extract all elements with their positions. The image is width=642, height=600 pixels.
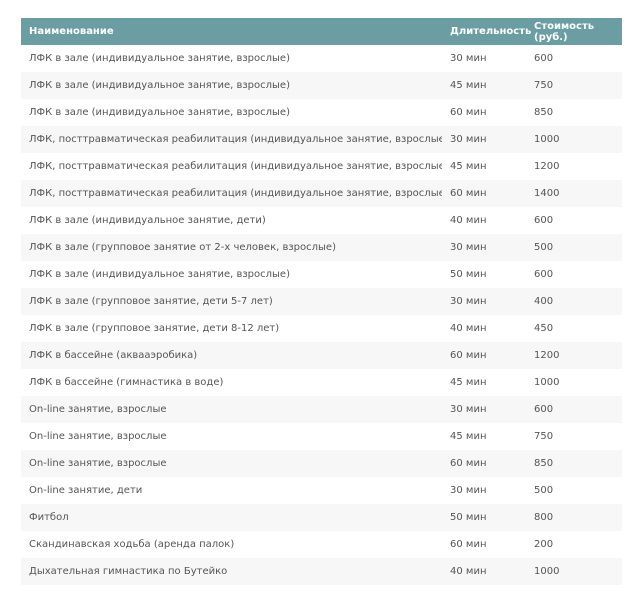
table-row: Дыхательная гимнастика по Бутейко 40 мин 1… bbox=[21, 558, 622, 585]
table-cell: Дыхательная гимнастика по Бутейко bbox=[21, 558, 442, 585]
table-row: Скандинавская ходьба (аренда палок) 60 ми… bbox=[21, 531, 622, 558]
table-cell: 1000 bbox=[534, 377, 560, 388]
table-cell: On-line занятие, взрослые bbox=[21, 450, 442, 477]
table-cell: 600 bbox=[526, 396, 622, 423]
table-cell: 40 мин bbox=[450, 215, 487, 226]
table-cell: ЛФК в бассейне (гимнастика в воде) bbox=[29, 377, 224, 388]
table-cell: On-line занятие, дети bbox=[29, 485, 143, 496]
table-cell: 50 мин bbox=[450, 269, 487, 280]
table-row: ЛФК в зале (групповое занятие от 2-х чел… bbox=[21, 234, 622, 261]
table-cell: 850 bbox=[526, 450, 622, 477]
price-table: Наименование Длительность Стоимость (руб.)… bbox=[21, 18, 622, 585]
table-cell: 30 мин bbox=[450, 53, 487, 64]
table-cell: ЛФК в зале (индивидуальное занятие, взро… bbox=[29, 53, 290, 64]
table-row: ЛФК в зале (индивидуальное занятие, взро… bbox=[21, 72, 622, 99]
table-row: ЛФК, посттравматическая реабилитация (ин… bbox=[21, 126, 622, 153]
table-cell: 30 мин bbox=[442, 234, 526, 261]
table-cell: 850 bbox=[534, 107, 554, 118]
table-cell: ЛФК, посттравматическая реабилитация (ин… bbox=[21, 126, 442, 153]
table-cell: 600 bbox=[534, 53, 554, 64]
header-row: Наименование Длительность Стоимость (руб.) bbox=[21, 18, 622, 45]
table-row: ЛФК в бассейне (аквааэробика) 60 мин 1200 bbox=[21, 342, 622, 369]
table-row: On-line занятие, взрослые 30 мин 600 bbox=[21, 396, 622, 423]
table-cell: ЛФК в зале (индивидуальное занятие, взро… bbox=[21, 72, 442, 99]
table-cell: 30 мин bbox=[450, 485, 487, 496]
table-cell: 200 bbox=[534, 539, 554, 550]
table-cell: 600 bbox=[534, 215, 554, 226]
table-cell: 45 мин bbox=[442, 72, 526, 99]
table-cell: ЛФК в зале (индивидуальное занятие, взро… bbox=[29, 269, 290, 280]
table-row: On-line занятие, взрослые 60 мин 850 bbox=[21, 450, 622, 477]
table-row: ЛФК, посттравматическая реабилитация (ин… bbox=[21, 180, 622, 207]
table-cell: ЛФК, посттравматическая реабилитация (ин… bbox=[21, 180, 442, 207]
table-cell: 750 bbox=[526, 72, 622, 99]
table-row: On-line занятие, дети 30 мин 500 bbox=[21, 477, 622, 504]
table-cell: 45 мин bbox=[450, 377, 487, 388]
table-row: ЛФК в зале (индивидуальное занятие, взро… bbox=[21, 99, 622, 126]
table-body: ЛФК в зале (индивидуальное занятие, взро… bbox=[21, 45, 622, 585]
table-cell: 1200 bbox=[526, 342, 622, 369]
table-row: ЛФК в бассейне (гимнастика в воде) 45 мин… bbox=[21, 369, 622, 396]
header-cell: Длительность bbox=[442, 18, 531, 45]
header-cell: Стоимость (руб.) bbox=[526, 18, 622, 45]
table-cell: Скандинавская ходьба (аренда палок) bbox=[29, 539, 235, 550]
table-cell: Фитбол bbox=[21, 504, 442, 531]
price-table-wrap: Наименование Длительность Стоимость (руб.)… bbox=[21, 18, 622, 585]
table-cell: 30 мин bbox=[442, 396, 526, 423]
table-row: ЛФК в зале (индивидуальное занятие, взро… bbox=[21, 261, 622, 288]
table-cell: ЛФК в зале (групповое занятие, дети 5-7 … bbox=[21, 288, 442, 315]
table-cell: 500 bbox=[526, 234, 622, 261]
table-cell: 1400 bbox=[526, 180, 622, 207]
table-cell: 60 мин bbox=[450, 539, 487, 550]
table-cell: ЛФК, посттравматическая реабилитация (ин… bbox=[29, 161, 442, 172]
table-row: ЛФК в зале (индивидуальное занятие, дети… bbox=[21, 207, 622, 234]
table-row: On-line занятие, взрослые 45 мин 750 bbox=[21, 423, 622, 450]
table-cell: 800 bbox=[526, 504, 622, 531]
table-cell: ЛФК в зале (групповое занятие, дети 8-12… bbox=[29, 323, 280, 334]
table-cell: 30 мин bbox=[442, 288, 526, 315]
table-cell: ЛФК в бассейне (аквааэробика) bbox=[21, 342, 442, 369]
table-cell: 500 bbox=[534, 485, 554, 496]
table-cell: ЛФК в зале (индивидуальное занятие, дети… bbox=[29, 215, 266, 226]
table-cell: 600 bbox=[534, 269, 554, 280]
table-row: ЛФК в зале (групповое занятие, дети 5-7 … bbox=[21, 288, 622, 315]
table-cell: 450 bbox=[534, 323, 554, 334]
table-cell: 60 мин bbox=[442, 450, 526, 477]
table-cell: 40 мин bbox=[450, 323, 487, 334]
table-cell: 60 мин bbox=[442, 342, 526, 369]
table-cell: 40 мин bbox=[442, 558, 526, 585]
table-cell: 45 мин bbox=[450, 431, 487, 442]
table-cell: 400 bbox=[526, 288, 622, 315]
table-row: ЛФК в зале (групповое занятие, дети 8-12… bbox=[21, 315, 622, 342]
table-cell: ЛФК в зале (групповое занятие от 2-х чел… bbox=[21, 234, 442, 261]
table-cell: On-line занятие, взрослые bbox=[29, 431, 167, 442]
table-row: ЛФК, посттравматическая реабилитация (ин… bbox=[21, 153, 622, 180]
header-cell: Наименование bbox=[21, 18, 442, 45]
table-cell: 60 мин bbox=[450, 107, 487, 118]
table-cell: 750 bbox=[534, 431, 554, 442]
table-cell: 1000 bbox=[526, 558, 622, 585]
table-row: Фитбол 50 мин 800 bbox=[21, 504, 622, 531]
table-cell: 50 мин bbox=[442, 504, 526, 531]
table-cell: On-line занятие, взрослые bbox=[21, 396, 442, 423]
table-row: ЛФК в зале (индивидуальное занятие, взро… bbox=[21, 45, 622, 72]
table-cell: 30 мин bbox=[442, 126, 526, 153]
table-cell: 1000 bbox=[526, 126, 622, 153]
table-cell: 1200 bbox=[534, 161, 560, 172]
table-cell: 45 мин bbox=[450, 161, 487, 172]
table-cell: ЛФК в зале (индивидуальное занятие, взро… bbox=[29, 107, 290, 118]
table-cell: 60 мин bbox=[442, 180, 526, 207]
